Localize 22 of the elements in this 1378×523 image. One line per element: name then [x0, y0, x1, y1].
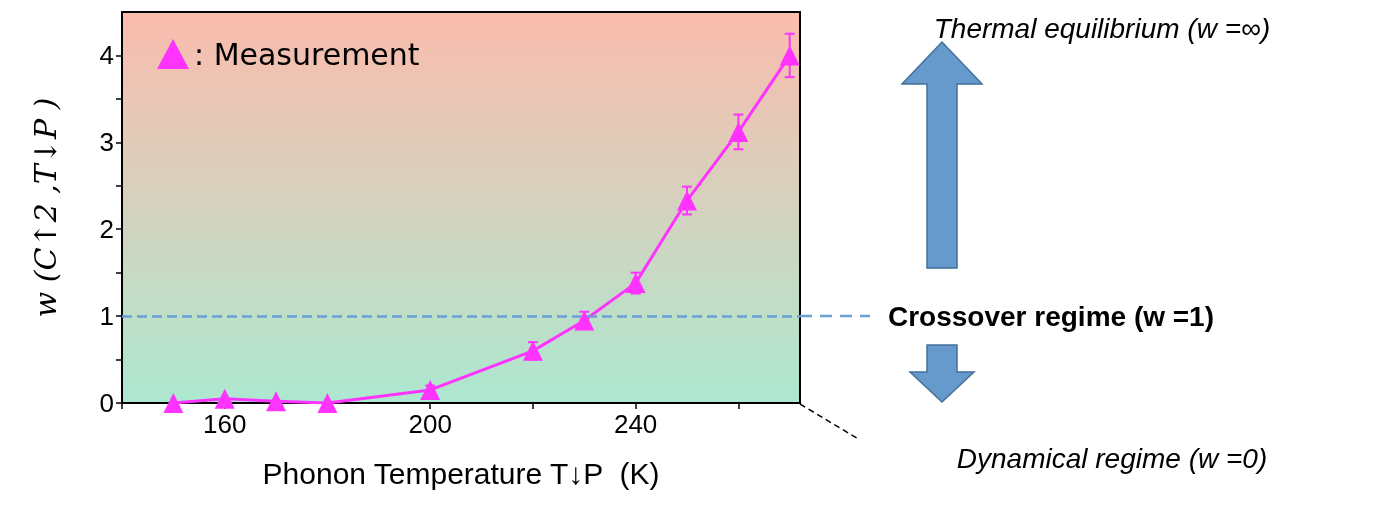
point	[728, 121, 749, 142]
y-tick-label: 3	[99, 127, 114, 158]
point	[420, 379, 441, 400]
y-tick-label: 1	[99, 301, 114, 332]
x-tick-label: 160	[203, 409, 247, 439]
y-tick-label: 2	[99, 214, 114, 245]
point	[677, 190, 697, 211]
legend-label: : Measurement	[194, 36, 420, 72]
point	[779, 45, 800, 66]
y-tick-label: 0	[99, 388, 114, 418]
x-tick-label: 200	[408, 409, 452, 439]
point	[266, 391, 287, 412]
text: Dynamical regime (w =0)	[956, 442, 1268, 474]
y-axis-title: w (C↑2 ,T↓P )	[27, 97, 63, 318]
x-axis-title: Phonon Temperature T↓P (K)	[262, 456, 660, 490]
point	[214, 388, 235, 409]
text: Thermal equilibrium (w =∞)	[933, 12, 1271, 44]
x-tick-label: 240	[613, 409, 658, 439]
y-tick-label: 4	[99, 40, 114, 71]
ref-line-label: Crossover regime (w =1)	[888, 300, 1215, 332]
point	[163, 393, 184, 413]
point	[317, 393, 338, 413]
